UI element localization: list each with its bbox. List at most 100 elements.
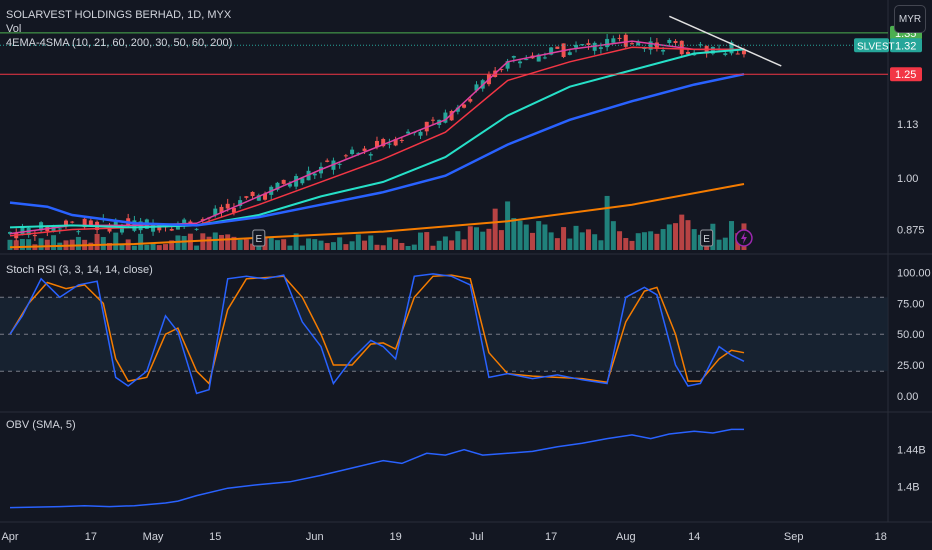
candle-body: [623, 34, 628, 47]
volume-legend[interactable]: Vol: [6, 23, 22, 35]
earnings-marker-label: E: [703, 234, 710, 245]
volume-bar: [592, 234, 598, 250]
time-axis-tick: 19: [390, 531, 402, 543]
volume-bar: [349, 241, 355, 250]
candle-body: [63, 220, 68, 226]
candle-body: [710, 46, 715, 54]
candle-body: [574, 44, 579, 48]
time-axis-tick: 17: [545, 531, 557, 543]
volume-bar: [610, 221, 616, 250]
obv-axis-tick: 1.4B: [897, 481, 920, 493]
candle-body: [474, 84, 479, 91]
candle-body: [387, 143, 392, 145]
candle-body: [524, 59, 529, 61]
ticker-label-text: SLVEST: [857, 41, 895, 52]
candle-body: [542, 57, 547, 59]
volume-bar: [324, 243, 330, 250]
candle-body: [505, 61, 510, 69]
candle-body: [393, 139, 398, 146]
time-axis-tick: Jul: [469, 531, 483, 543]
volume-bar: [523, 224, 529, 250]
volume-bar: [641, 232, 647, 250]
candle-body: [673, 41, 678, 43]
price-label-text: 1.25: [895, 69, 916, 81]
volume-bar: [44, 239, 50, 250]
ma-line-0: [9, 40, 744, 235]
time-axis-tick: Aug: [616, 531, 636, 543]
volume-bar: [722, 237, 728, 250]
candle-body: [312, 173, 317, 176]
obv-title[interactable]: OBV (SMA, 5): [6, 419, 76, 431]
candle-body: [636, 41, 641, 46]
ma-line-2: [9, 48, 745, 229]
candle-body: [698, 44, 703, 46]
stoch-axis-tick: 75.00: [897, 298, 925, 310]
volume-bar: [436, 240, 442, 250]
volume-bar: [418, 232, 424, 250]
candle-body: [430, 119, 435, 121]
candle-body: [648, 41, 653, 50]
volume-bar: [486, 228, 492, 250]
candle-body: [244, 196, 249, 198]
volume-bar: [156, 245, 162, 250]
stoch-axis-tick: 25.00: [897, 360, 925, 372]
candle-body: [735, 53, 740, 55]
candle-body: [169, 228, 174, 231]
time-axis-tick: Apr: [1, 531, 18, 543]
volume-bar: [13, 240, 19, 250]
volume-bar: [181, 235, 187, 250]
candle-body: [605, 38, 610, 48]
candle-body: [263, 193, 268, 200]
volume-bar: [7, 239, 13, 250]
volume-bar: [536, 221, 542, 250]
candle-body: [667, 39, 672, 44]
volume-bar: [554, 238, 560, 250]
candle-body: [598, 47, 603, 49]
candle-body: [418, 131, 423, 136]
volume-bar: [100, 237, 106, 250]
candle-body: [511, 56, 516, 58]
volume-bar: [654, 233, 660, 250]
volume-bar: [467, 226, 473, 250]
candle-body: [617, 37, 622, 39]
volume-bar: [274, 240, 280, 250]
volume-bar: [19, 239, 25, 250]
volume-bar: [330, 242, 336, 250]
volume-bar: [343, 244, 349, 250]
time-axis-tick: 14: [688, 531, 700, 543]
volume-bar: [386, 237, 392, 250]
candle-body: [381, 139, 386, 147]
candle-body: [449, 110, 454, 121]
volume-bar: [529, 232, 535, 250]
chart-legend: SOLARVEST HOLDINGS BERHAD, 1D, MYX Vol 4…: [6, 8, 232, 50]
stoch-d-line: [9, 274, 745, 385]
candle-body: [741, 50, 746, 55]
volume-bar: [225, 234, 231, 250]
obv-axis-tick: 1.44B: [897, 445, 926, 457]
candle-body: [499, 69, 504, 71]
volume-bar: [648, 231, 654, 250]
candle-body: [362, 148, 367, 151]
chart-title[interactable]: SOLARVEST HOLDINGS BERHAD, 1D, MYX: [6, 9, 232, 21]
candle-body: [20, 227, 25, 236]
candle-body: [119, 226, 124, 233]
candle-body: [406, 131, 411, 134]
stoch-axis-tick: 100.00: [897, 268, 931, 280]
currency-button[interactable]: MYR: [894, 5, 926, 33]
ma-legend[interactable]: 4EMA-4SMA (10, 21, 60, 200, 30, 50, 60, …: [6, 37, 233, 49]
stoch-title[interactable]: Stoch RSI (3, 3, 14, 14, close): [6, 264, 153, 276]
candle-body: [580, 44, 585, 46]
candle-body: [76, 231, 81, 233]
candle-body: [723, 53, 728, 55]
candle-body: [518, 61, 523, 64]
candle-body: [368, 154, 373, 156]
volume-bar: [573, 225, 579, 250]
candle-body: [555, 46, 560, 49]
volume-bar: [299, 245, 305, 250]
volume-bar: [729, 221, 735, 250]
volume-bar: [685, 220, 691, 250]
volume-bar: [623, 238, 629, 250]
volume-bar: [368, 235, 374, 250]
